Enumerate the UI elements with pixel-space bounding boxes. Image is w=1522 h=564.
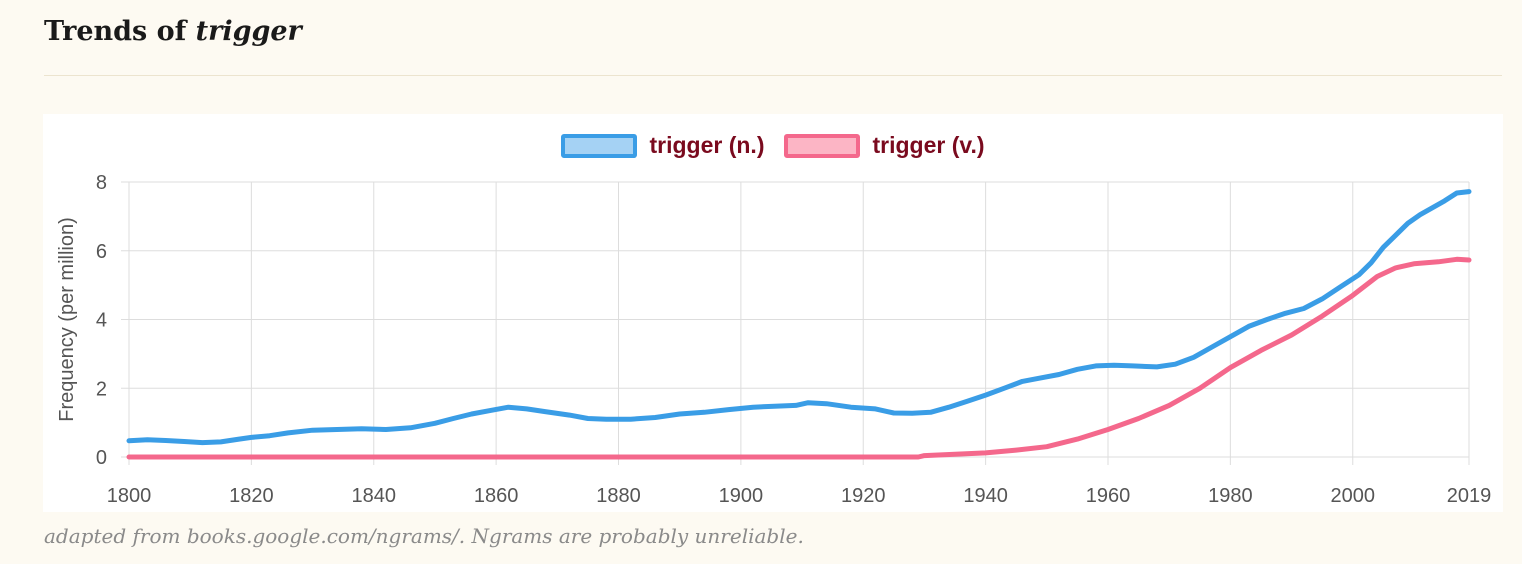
x-tick-label: 1880 [596,485,641,507]
legend-item-verb[interactable]: trigger (v.) [784,132,985,159]
x-tick-label: 1940 [963,485,1008,507]
y-axis-label: Frequency (per million) [56,217,78,422]
x-tick-label: 1900 [719,485,764,507]
x-tick-label: 1840 [351,485,396,507]
title-divider [44,75,1502,76]
trend-chart: 1800 1820 1840 1860 1880 1900 1920 1940 1960 1980… [56,172,1492,507]
title-prefix: Trends of [44,16,196,47]
legend-label-noun: trigger (n.) [649,132,765,158]
x-tick-label: 2019 [1447,485,1492,507]
x-tick-label: 1860 [474,485,519,507]
title-term: trigger [195,16,302,47]
y-tick-label: 2 [96,378,107,400]
x-tick-label: 1800 [107,485,152,507]
series-line-noun [126,189,1472,446]
page-title: Trends of trigger [44,16,302,47]
legend-label-verb: trigger (v.) [872,132,985,158]
source-footnote: adapted from books.google.com/ngrams/. N… [44,524,804,548]
y-tick-label: 4 [96,310,107,332]
y-tick-label: 6 [96,241,107,263]
y-tick-label: 8 [96,172,107,194]
chart-panel: 1800 1820 1840 1860 1880 1900 1920 1940 1960 1980… [43,114,1503,512]
x-tick-label: 1820 [229,485,274,507]
series-line-verb [126,256,1472,460]
legend-swatch-noun [561,133,638,158]
legend-swatch-verb [784,133,861,158]
x-tick-label: 1920 [841,485,886,507]
y-tick-label: 0 [96,447,107,469]
legend-item-noun[interactable]: trigger (n.) [561,132,764,159]
x-tick-label: 1980 [1208,485,1253,507]
chart-legend: trigger (n.) trigger (v.) [43,132,1503,159]
x-tick-label: 2000 [1330,485,1375,507]
x-tick-label: 1960 [1086,485,1131,507]
